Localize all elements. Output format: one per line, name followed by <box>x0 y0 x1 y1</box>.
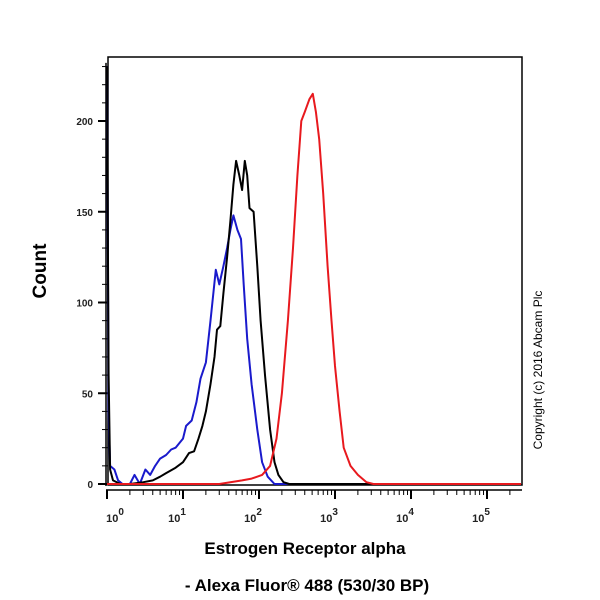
x-tick-label: 105 <box>472 507 490 525</box>
series-line-2 <box>107 92 521 485</box>
plot-frame <box>107 56 523 486</box>
x-axis-label: Estrogen Receptor alpha <box>204 539 406 558</box>
x-tick-label: 104 <box>396 507 414 525</box>
series-lines <box>106 66 521 485</box>
series-line-1 <box>106 66 521 485</box>
y-tick-label: 200 <box>76 117 93 128</box>
copyright-annotation: Copyright (c) 2016 Abcam Plc <box>531 291 545 450</box>
series-line-0 <box>106 66 521 485</box>
x-tick-label: 100 <box>106 507 124 525</box>
x-tick-label: 103 <box>320 507 338 525</box>
y-axis-label: Count <box>30 243 51 299</box>
y-tick-label: 0 <box>87 480 93 491</box>
x-axis-label-line2: - Alexa Fluor® 488 (530/30 BP) <box>185 576 429 595</box>
y-tick-label: 50 <box>82 389 94 400</box>
x-tick-label: 102 <box>244 507 262 525</box>
y-tick-label: 100 <box>76 299 93 310</box>
x-tick-label: 101 <box>168 507 186 525</box>
y-tick-label: 150 <box>76 208 93 219</box>
y-axis: 0 50 100 150 200 <box>76 62 108 491</box>
x-axis: 100 101 102 103 104 105 <box>106 489 522 525</box>
